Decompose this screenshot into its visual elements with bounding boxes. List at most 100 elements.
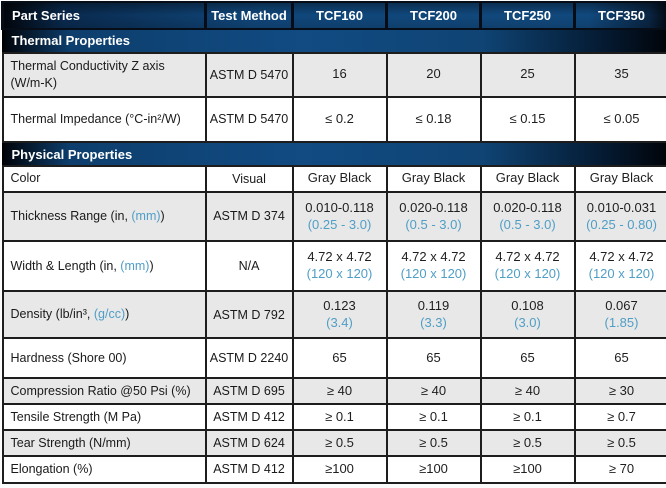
- value-main: 20: [390, 66, 478, 83]
- table-row-compression-ratio: Compression Ratio @50 Psi (%) ASTM D 695…: [3, 378, 666, 404]
- value-main: 65: [296, 350, 384, 367]
- value-cell: ≥ 0.1: [481, 404, 575, 430]
- value-sub: (0.25 - 3.0): [296, 217, 384, 234]
- label-text: Hardness (Shore 00): [11, 351, 127, 365]
- label-close: ): [149, 259, 153, 273]
- value-cell: ≥ 0.5: [481, 430, 575, 456]
- label-text: Thermal Impedance (°C-in²/W): [11, 112, 181, 126]
- value-cell: ≥ 0.5: [387, 430, 481, 456]
- value-main: ≥ 0.5: [578, 435, 666, 452]
- table-row-hardness: Hardness (Shore 00) ASTM D 2240 65 65 65…: [3, 338, 666, 378]
- table-row-density: Density (lb/in³, (g/cc)) ASTM D 792 0.12…: [3, 291, 666, 338]
- value-cell: ≥ 0.1: [293, 404, 387, 430]
- test-method-cell: ASTM D 792: [206, 291, 293, 338]
- value-cell: ≥100: [293, 456, 387, 483]
- value-cell: 0.010-0.031(0.25 - 0.80): [575, 192, 666, 242]
- test-method-cell: ASTM D 412: [206, 404, 293, 430]
- value-main: 0.119: [390, 298, 478, 315]
- value-cell: 0.123(3.4): [293, 291, 387, 338]
- value-main: 0.020-0.118: [390, 200, 478, 217]
- value-cell: 65: [481, 338, 575, 378]
- test-method-cell: ASTM D 412: [206, 456, 293, 483]
- value-main: 65: [578, 350, 666, 367]
- value-cell: ≤ 0.15: [481, 97, 575, 142]
- header-row: Part Series Test Method TCF160 TCF200 TC…: [3, 2, 666, 29]
- label-text: Color: [11, 171, 41, 185]
- value-cell: 0.020-0.118(0.5 - 3.0): [387, 192, 481, 242]
- value-main: ≤ 0.18: [390, 111, 478, 128]
- value-cell: ≥ 0.1: [387, 404, 481, 430]
- section-row-physical: Physical Properties: [3, 142, 666, 166]
- value-main: 16: [296, 66, 384, 83]
- table-row-thermal-conductivity: Thermal Conductivity Z axis (W/m-K) ASTM…: [3, 53, 666, 97]
- label-text: Width & Length (in,: [11, 259, 121, 273]
- value-cell: ≥100: [387, 456, 481, 483]
- value-main: Gray Black: [296, 170, 384, 187]
- row-label: Elongation (%): [3, 456, 206, 483]
- value-main: Gray Black: [484, 170, 572, 187]
- label-text: Thickness Range (in,: [11, 209, 132, 223]
- value-main: ≥ 40: [390, 383, 478, 400]
- row-label: Thermal Conductivity Z axis (W/m-K): [3, 53, 206, 97]
- value-main: 25: [484, 66, 572, 83]
- label-unit: (mm): [120, 259, 149, 273]
- value-cell: ≥100: [481, 456, 575, 483]
- value-cell: 35: [575, 53, 666, 97]
- row-label: Hardness (Shore 00): [3, 338, 206, 378]
- value-cell: 0.108(3.0): [481, 291, 575, 338]
- value-main: ≤ 0.2: [296, 111, 384, 128]
- value-cell: 4.72 x 4.72(120 x 120): [293, 241, 387, 291]
- row-label: Compression Ratio @50 Psi (%): [3, 378, 206, 404]
- value-cell: Gray Black: [387, 166, 481, 192]
- value-main: ≥ 30: [578, 383, 666, 400]
- value-sub: (120 x 120): [390, 266, 478, 283]
- value-main: 0.020-0.118: [484, 200, 572, 217]
- value-main: ≥100: [484, 461, 572, 478]
- row-label: Thermal Impedance (°C-in²/W): [3, 97, 206, 142]
- value-cell: ≥ 0.5: [293, 430, 387, 456]
- test-method-cell: ASTM D 374: [206, 192, 293, 242]
- value-sub: (0.5 - 3.0): [390, 217, 478, 234]
- value-cell: 16: [293, 53, 387, 97]
- value-main: ≤ 0.15: [484, 111, 572, 128]
- value-cell: ≥ 40: [387, 378, 481, 404]
- column-header-part-series: Part Series: [3, 2, 206, 29]
- value-main: 4.72 x 4.72: [296, 249, 384, 266]
- value-main: ≥ 0.1: [484, 409, 572, 426]
- column-header-tcf160: TCF160: [293, 2, 387, 29]
- value-main: ≥ 0.5: [390, 435, 478, 452]
- value-main: ≥ 0.7: [578, 409, 666, 426]
- value-main: ≥ 70: [578, 461, 666, 478]
- value-main: 4.72 x 4.72: [578, 249, 666, 266]
- value-cell: ≤ 0.18: [387, 97, 481, 142]
- test-method-cell: Visual: [206, 166, 293, 192]
- value-cell: Gray Black: [575, 166, 666, 192]
- value-sub: (1.85): [578, 315, 666, 332]
- value-main: ≥ 40: [296, 383, 384, 400]
- label-close: ): [161, 209, 165, 223]
- value-cell: ≥ 0.5: [575, 430, 666, 456]
- table-row-thermal-impedance: Thermal Impedance (°C-in²/W) ASTM D 5470…: [3, 97, 666, 142]
- value-cell: 25: [481, 53, 575, 97]
- test-method-cell: N/A: [206, 241, 293, 291]
- value-main: 4.72 x 4.72: [390, 249, 478, 266]
- value-main: ≥ 0.1: [296, 409, 384, 426]
- value-cell: ≥ 30: [575, 378, 666, 404]
- value-cell: 0.119(3.3): [387, 291, 481, 338]
- value-cell: 4.72 x 4.72(120 x 120): [387, 241, 481, 291]
- value-cell: ≥ 40: [481, 378, 575, 404]
- value-cell: ≥ 70: [575, 456, 666, 483]
- test-method-cell: ASTM D 695: [206, 378, 293, 404]
- value-cell: 65: [293, 338, 387, 378]
- value-cell: 0.067(1.85): [575, 291, 666, 338]
- row-label: Density (lb/in³, (g/cc)): [3, 291, 206, 338]
- value-main: ≥100: [390, 461, 478, 478]
- row-label: Thickness Range (in, (mm)): [3, 192, 206, 242]
- value-cell: 20: [387, 53, 481, 97]
- value-sub: (0.5 - 3.0): [484, 217, 572, 234]
- value-cell: 0.010-0.118(0.25 - 3.0): [293, 192, 387, 242]
- value-sub: (3.3): [390, 315, 478, 332]
- table-row-thickness-range: Thickness Range (in, (mm)) ASTM D 374 0.…: [3, 192, 666, 242]
- value-main: 4.72 x 4.72: [484, 249, 572, 266]
